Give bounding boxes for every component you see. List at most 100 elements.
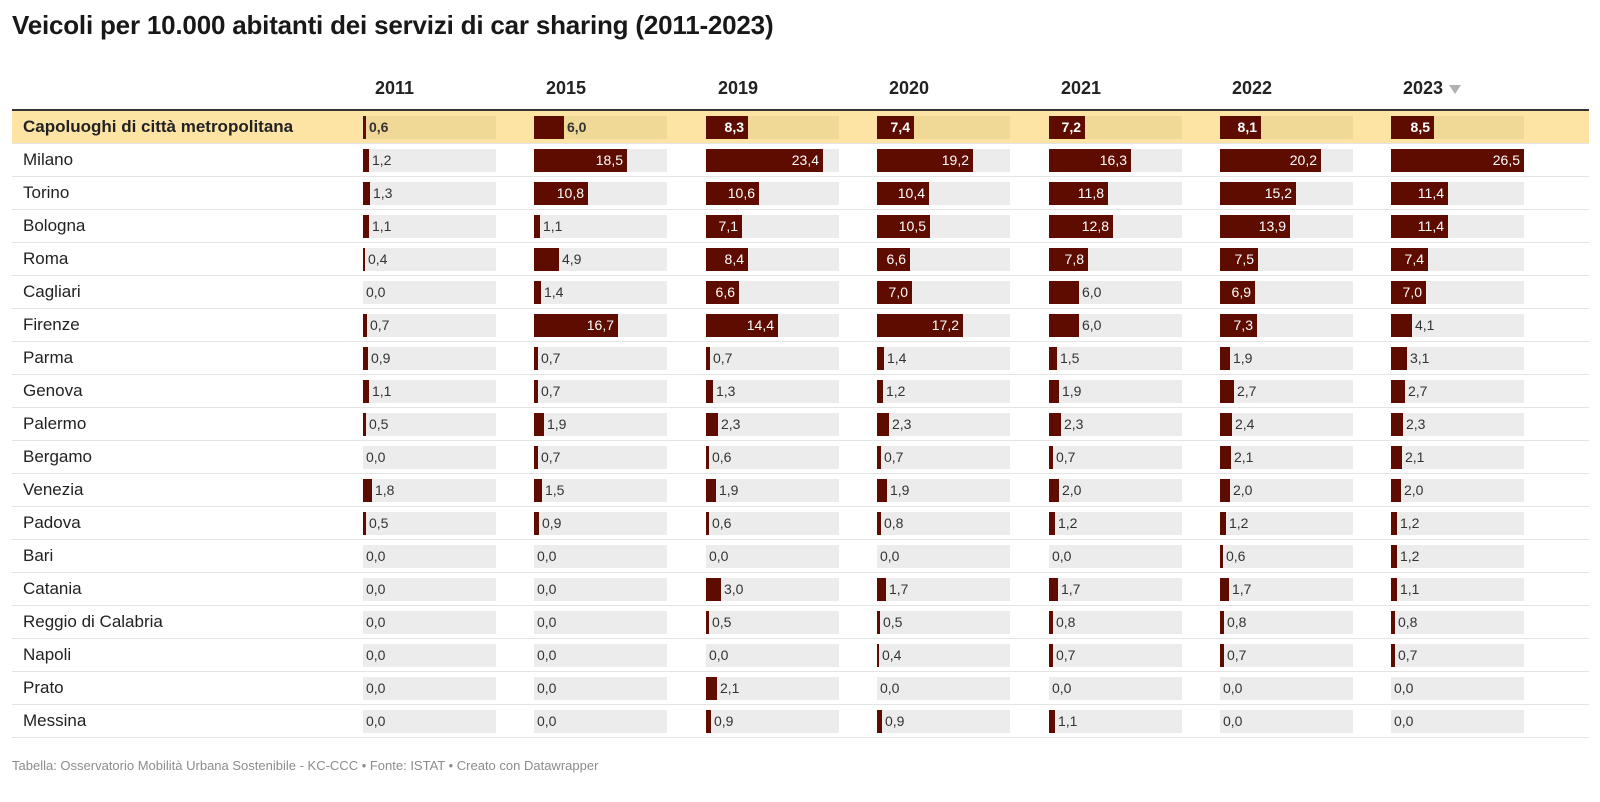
bar-cell: 11,4 xyxy=(1391,215,1524,238)
bar-cell: 11,8 xyxy=(1049,182,1182,205)
column-header-2021[interactable]: 2021 xyxy=(1061,78,1101,99)
chart-footer: Tabella: Osservatorio Mobilità Urbana So… xyxy=(12,758,599,773)
chart-title: Veicoli per 10.000 abitanti dei servizi … xyxy=(12,10,774,40)
table-row: Roma 0,4 4,9 8,4 6,6 7,8 7,5 7,4 xyxy=(12,243,1589,276)
data-label: 8,1 xyxy=(1237,119,1257,135)
data-bar xyxy=(534,149,627,172)
column-header-2019[interactable]: 2019 xyxy=(718,78,758,99)
table-row: Bari 0,0 0,0 0,0 0,0 0,0 0,6 1,2 xyxy=(12,540,1589,573)
data-bar xyxy=(877,347,884,370)
data-label: 6,6 xyxy=(886,251,906,267)
data-label: 1,7 xyxy=(1061,581,1081,597)
data-bar xyxy=(1220,545,1223,568)
bar-cell: 0,8 xyxy=(877,512,1010,535)
data-label: 0,0 xyxy=(366,449,386,465)
data-bar xyxy=(363,149,369,172)
bar-cell: 0,8 xyxy=(1220,611,1353,634)
bar-cell: 1,4 xyxy=(877,347,1010,370)
data-bar xyxy=(706,479,716,502)
bar-cell: 8,1 xyxy=(1220,116,1353,139)
data-bar xyxy=(1391,479,1401,502)
data-label: 1,7 xyxy=(1232,581,1252,597)
bar-cell: 2,1 xyxy=(1220,446,1353,469)
data-label: 6,0 xyxy=(1082,284,1102,300)
data-label: 8,5 xyxy=(1410,119,1430,135)
data-label: 0,7 xyxy=(370,317,390,333)
bar-cell: 0,0 xyxy=(363,446,496,469)
bar-cell: 6,0 xyxy=(1049,314,1182,337)
data-label: 0,7 xyxy=(713,350,733,366)
bar-cell: 2,1 xyxy=(1391,446,1524,469)
column-header-2015[interactable]: 2015 xyxy=(546,78,586,99)
bar-cell: 1,2 xyxy=(1049,512,1182,535)
data-bar xyxy=(534,215,540,238)
data-bar xyxy=(1049,116,1085,139)
bar-cell: 0,7 xyxy=(1049,446,1182,469)
data-label: 1,5 xyxy=(545,482,565,498)
data-label: 17,2 xyxy=(931,317,959,333)
table-row: Prato 0,0 0,0 2,1 0,0 0,0 0,0 0,0 xyxy=(12,672,1589,705)
bar-cell: 2,4 xyxy=(1220,413,1353,436)
table-row: Bologna 1,1 1,1 7,1 10,5 12,8 13,9 11,4 xyxy=(12,210,1589,243)
data-label: 0,0 xyxy=(709,548,729,564)
data-bar xyxy=(877,248,910,271)
bar-cell: 1,7 xyxy=(1220,578,1353,601)
data-bar xyxy=(534,182,588,205)
table-row: Milano 1,2 18,5 23,4 19,2 16,3 20,2 26,5 xyxy=(12,144,1589,177)
column-header-2022[interactable]: 2022 xyxy=(1232,78,1272,99)
bar-cell: 10,8 xyxy=(534,182,667,205)
data-label: 0,8 xyxy=(1056,614,1076,630)
column-header-2020[interactable]: 2020 xyxy=(889,78,929,99)
row-label: Genova xyxy=(23,381,83,400)
data-label: 0,9 xyxy=(714,713,734,729)
data-bar xyxy=(534,347,538,370)
bar-cell: 0,4 xyxy=(877,644,1010,667)
bar-cell: 0,8 xyxy=(1391,611,1524,634)
data-label: 0,0 xyxy=(880,548,900,564)
row-label: Prato xyxy=(23,678,64,697)
data-bar xyxy=(706,677,717,700)
data-bar xyxy=(877,611,880,634)
data-bar xyxy=(706,347,710,370)
sort-descending-icon[interactable] xyxy=(1449,84,1462,94)
bar-cell: 2,0 xyxy=(1391,479,1524,502)
column-header-2011[interactable]: 2011 xyxy=(375,78,414,99)
data-bar xyxy=(1391,413,1403,436)
bar-cell: 19,2 xyxy=(877,149,1010,172)
data-bar xyxy=(1220,479,1230,502)
column-header-label: 2015 xyxy=(546,78,587,98)
data-bar xyxy=(1049,314,1079,337)
data-bar xyxy=(1049,215,1113,238)
data-label: 2,7 xyxy=(1408,383,1428,399)
data-bar xyxy=(877,314,963,337)
data-label: 0,0 xyxy=(880,680,900,696)
data-label: 16,7 xyxy=(586,317,614,333)
data-bar xyxy=(1220,347,1230,370)
data-label: 1,2 xyxy=(886,383,906,399)
table-row: Parma 0,9 0,7 0,7 1,4 1,5 1,9 3,1 xyxy=(12,342,1589,375)
column-header-2023[interactable]: 2023 xyxy=(1403,78,1462,99)
bar-cell: 1,1 xyxy=(1049,710,1182,733)
bar-cell: 0,9 xyxy=(706,710,839,733)
data-label: 0,7 xyxy=(541,350,561,366)
bar-cell: 14,4 xyxy=(706,314,839,337)
data-bar xyxy=(363,347,368,370)
data-bar xyxy=(877,413,889,436)
bar-cell: 1,1 xyxy=(1391,578,1524,601)
data-label: 2,0 xyxy=(1404,482,1424,498)
bar-cell: 1,2 xyxy=(877,380,1010,403)
data-label: 1,1 xyxy=(372,383,392,399)
table-row: Venezia 1,8 1,5 1,9 1,9 2,0 2,0 2,0 xyxy=(12,474,1589,507)
data-bar xyxy=(363,182,370,205)
bar-cell: 17,2 xyxy=(877,314,1010,337)
data-label: 2,1 xyxy=(720,680,740,696)
data-bar xyxy=(1049,347,1057,370)
data-label: 7,2 xyxy=(1061,119,1081,135)
data-label: 0,7 xyxy=(1398,647,1418,663)
bar-cell: 20,2 xyxy=(1220,149,1353,172)
data-label: 6,6 xyxy=(715,284,735,300)
data-label: 4,1 xyxy=(1415,317,1435,333)
bar-cell: 12,8 xyxy=(1049,215,1182,238)
data-label: 7,8 xyxy=(1064,251,1084,267)
